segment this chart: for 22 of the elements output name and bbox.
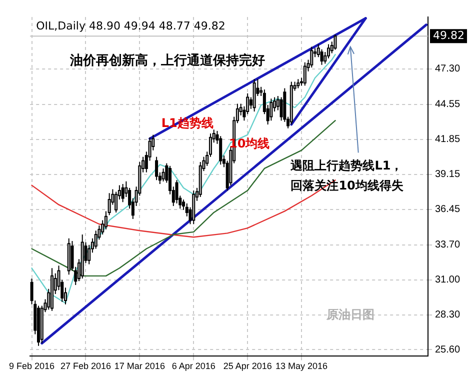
y-tick-label: 44.55 xyxy=(434,99,460,110)
annotation: 油价再创新高，上行通道保持完好 xyxy=(68,52,265,68)
x-tick-label: 6 Apr 2016 xyxy=(172,361,216,372)
y-tick-label: 47.30 xyxy=(434,64,460,75)
x-tick-label: 27 Feb 2016 xyxy=(60,361,111,372)
x-tick-label: 13 May 2016 xyxy=(276,361,328,372)
y-tick-label: 28.30 xyxy=(434,310,460,321)
x-tick-label: 17 Mar 2016 xyxy=(114,361,165,372)
annotation: L1趋势线 xyxy=(161,116,214,130)
x-tick-label: 9 Feb 2016 xyxy=(9,361,55,372)
y-tick-label: 25.60 xyxy=(434,344,460,356)
y-tick-label: 36.45 xyxy=(434,204,460,216)
ref-line-label: 49.82 xyxy=(432,29,464,42)
y-tick-label: 31.00 xyxy=(434,274,460,286)
y-tick-label: 41.85 xyxy=(434,134,460,146)
annotation: 回落关注10均线得失 xyxy=(290,178,404,193)
x-tick-label: 25 Apr 2016 xyxy=(223,361,272,372)
chart-title: OIL,Daily 48.90 49.94 48.77 49.82 xyxy=(36,19,226,32)
annotation: 原油日图 xyxy=(326,308,375,322)
y-tick-label: 39.15 xyxy=(434,169,460,180)
annotation: 遇阻上行趋势线L1， xyxy=(290,158,403,172)
y-tick-label: 33.70 xyxy=(434,240,460,251)
